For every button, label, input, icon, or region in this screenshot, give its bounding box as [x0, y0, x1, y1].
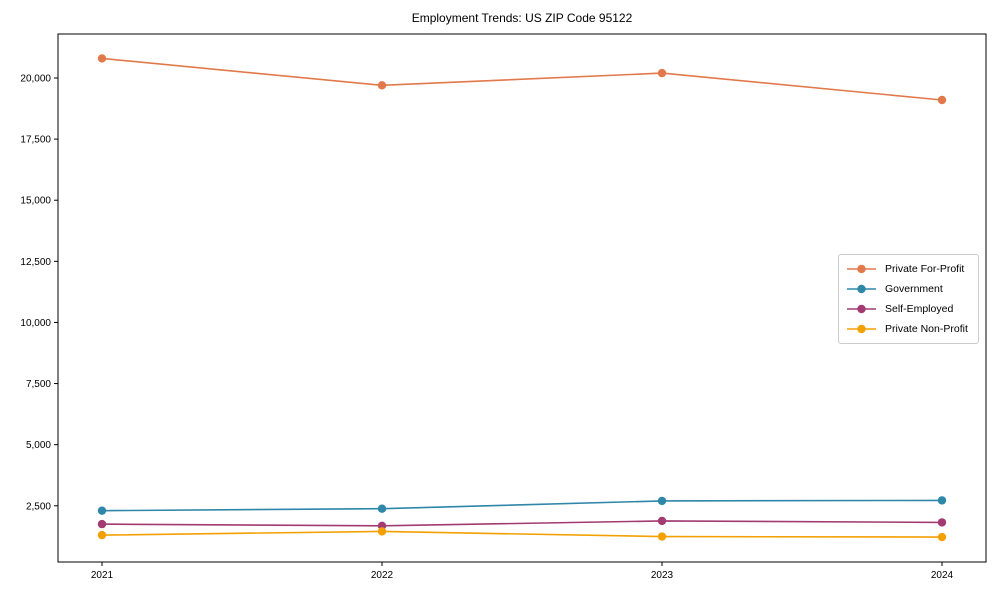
- series-line-government: [101, 499, 943, 512]
- y-axis-tick-label: 20,000: [20, 74, 51, 85]
- data-point-marker: [657, 532, 667, 541]
- data-point-marker: [657, 68, 667, 78]
- data-point-marker: [937, 532, 947, 542]
- legend-label: Government: [885, 283, 943, 295]
- legend-label: Private Non-Profit: [885, 323, 968, 335]
- legend-item: Private For-Profit: [846, 259, 970, 279]
- data-point-marker: [657, 516, 667, 526]
- y-axis-tick-label: 17,500: [20, 135, 51, 146]
- chart-title: Employment Trends: US ZIP Code 95122: [411, 11, 633, 25]
- legend-line-marker: [847, 264, 876, 274]
- data-point-marker: [97, 54, 107, 63]
- legend-line-marker: [847, 284, 876, 294]
- y-axis-tick-label: 5,000: [26, 440, 51, 451]
- legend-label: Self-Employed: [885, 303, 954, 315]
- x-axis-tick-label: 2022: [371, 570, 394, 581]
- y-axis-tick-label: 15,000: [20, 196, 51, 207]
- x-axis-tick-label: 2023: [651, 570, 674, 581]
- legend-line-marker: [847, 324, 876, 334]
- y-axis-tick-label: 7,500: [26, 379, 51, 390]
- plot-border: [57, 33, 987, 563]
- legend-item: Self-Employed: [846, 299, 970, 319]
- x-axis-tick-label: 2024: [931, 570, 954, 581]
- data-point-marker: [377, 81, 387, 90]
- data-point-marker: [377, 527, 387, 536]
- data-point-marker: [657, 496, 667, 506]
- series-line-private-non-profit: [101, 530, 943, 538]
- data-point-marker: [97, 519, 107, 529]
- legend: Private For-Profit Government Self-Employe…: [838, 254, 979, 344]
- legend-item: Government: [846, 279, 970, 299]
- y-axis-tick-label: 2,500: [26, 501, 51, 512]
- y-axis-tick-label: 12,500: [20, 257, 51, 268]
- series-line-self-employed: [101, 520, 943, 527]
- data-point-marker: [937, 518, 947, 527]
- data-point-marker: [377, 504, 387, 513]
- data-point-marker: [97, 506, 107, 515]
- legend-line-marker: [847, 304, 876, 314]
- x-axis-tick-label: 2021: [91, 570, 114, 581]
- legend-label: Private For-Profit: [885, 263, 965, 275]
- data-point-marker: [937, 496, 947, 505]
- series-line-private-for-profit: [101, 57, 943, 101]
- legend-item: Private Non-Profit: [846, 319, 970, 339]
- data-point-marker: [937, 95, 947, 105]
- y-axis-tick-label: 10,000: [20, 318, 51, 329]
- data-point-marker: [97, 530, 107, 540]
